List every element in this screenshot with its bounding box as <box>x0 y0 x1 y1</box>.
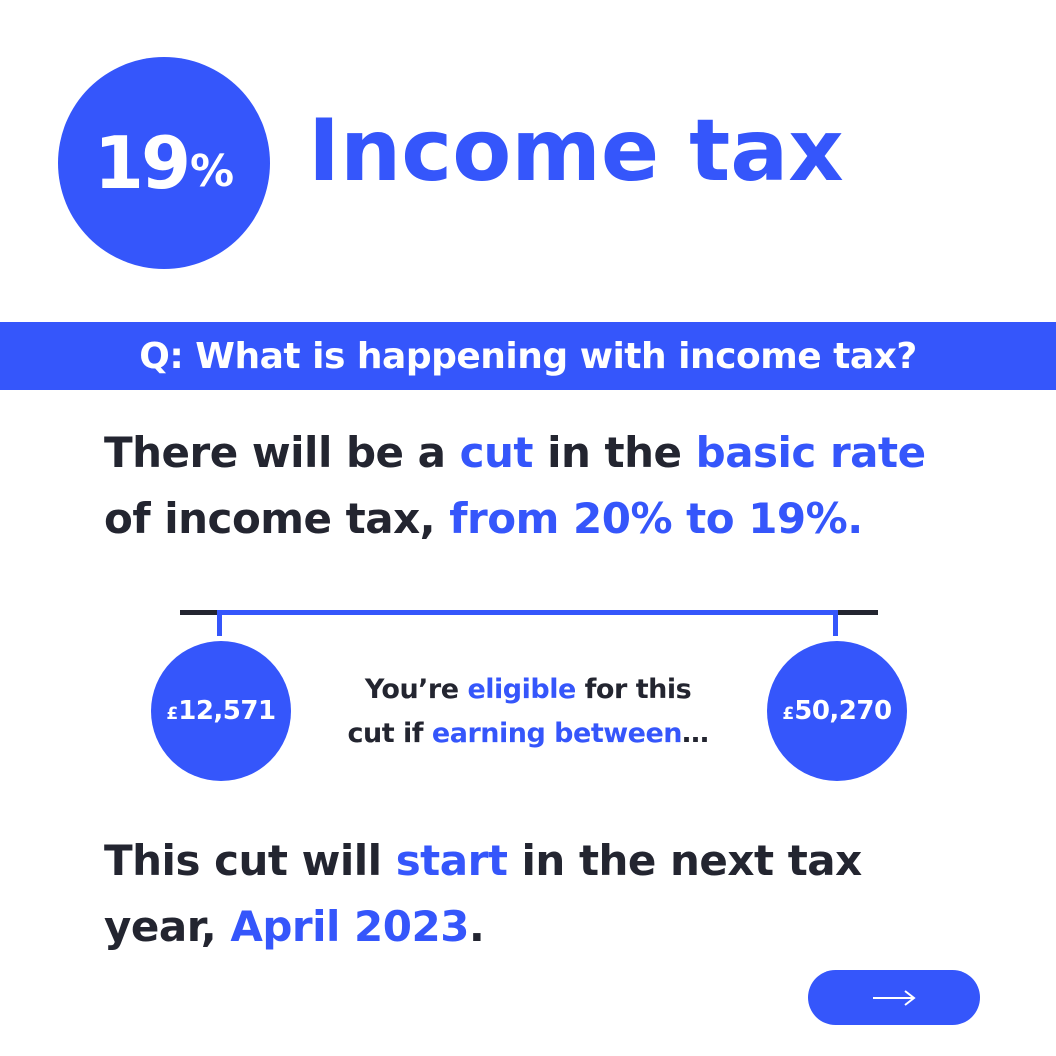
eligibility-range-line <box>218 610 838 615</box>
page-title: Income tax <box>308 101 844 201</box>
lower-threshold-amount: 12,571 <box>178 696 276 726</box>
arrow-right-icon <box>873 989 916 1006</box>
text-segment: There will be a <box>104 428 460 477</box>
text-segment: year, <box>104 902 231 951</box>
question-banner: Q: What is happening with income tax? <box>0 322 1056 390</box>
caption-line: cut if earning between… <box>310 712 746 756</box>
highlight-april-2023: April 2023 <box>230 902 469 951</box>
text-segment: This cut will <box>104 836 396 885</box>
text-segment: of income tax, <box>104 494 450 543</box>
text-segment: cut if <box>347 718 432 749</box>
text-segment: . <box>468 902 485 951</box>
range-line-left-end <box>180 610 220 615</box>
upper-threshold-bubble: £50,270 <box>767 641 907 781</box>
range-tick-lower <box>217 610 222 636</box>
highlight-earning-between: earning between <box>431 718 683 749</box>
percentage-badge: 19% <box>58 57 270 269</box>
currency-symbol: £ <box>166 704 179 724</box>
text-segment: You’re <box>364 674 468 705</box>
text-segment: for this <box>575 674 692 705</box>
eligibility-caption: You’re eligible for this cut if earning … <box>310 668 746 756</box>
text-segment: in the <box>532 428 696 477</box>
lower-threshold-bubble: £12,571 <box>151 641 291 781</box>
range-tick-upper <box>833 610 838 636</box>
badge-number: 19 <box>93 121 191 205</box>
highlight-start: start <box>395 836 508 885</box>
highlight-cut: cut <box>459 428 534 477</box>
badge-percent-sign: % <box>190 146 235 197</box>
question-text: Q: What is happening with income tax? <box>139 335 917 377</box>
text-segment: … <box>682 718 709 749</box>
highlight-basic-rate: basic rate <box>695 428 926 477</box>
rate-cut-paragraph: There will be a cut in the basic rate of… <box>104 420 926 552</box>
paragraph-line: year, April 2023. <box>104 894 862 960</box>
start-date-paragraph: This cut will start in the next tax year… <box>104 828 862 960</box>
text-segment: in the next tax <box>507 836 863 885</box>
highlight-eligible: eligible <box>467 674 576 705</box>
paragraph-line: of income tax, from 20% to 19%. <box>104 486 926 552</box>
currency-symbol: £ <box>782 704 795 724</box>
range-line-right-end <box>836 610 878 615</box>
upper-threshold-amount: 50,270 <box>794 696 892 726</box>
paragraph-line: This cut will start in the next tax <box>104 828 862 894</box>
next-button[interactable] <box>808 970 980 1025</box>
highlight-rate-change: from 20% to 19%. <box>449 494 863 543</box>
caption-line: You’re eligible for this <box>310 668 746 712</box>
paragraph-line: There will be a cut in the basic rate <box>104 420 926 486</box>
